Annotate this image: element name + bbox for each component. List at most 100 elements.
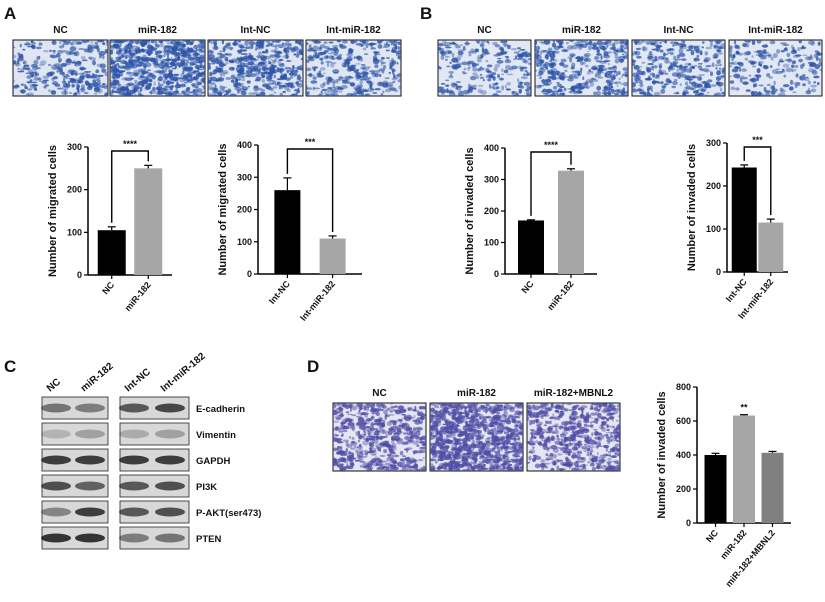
lane-label: Int-NC bbox=[123, 367, 153, 395]
y-tick-label: 200 bbox=[237, 205, 252, 215]
x-tick-label: NC bbox=[100, 279, 116, 296]
micrograph-b-0 bbox=[437, 39, 532, 97]
y-tick-label: 300 bbox=[237, 172, 252, 182]
panel-label-b: B bbox=[420, 4, 432, 23]
bar bbox=[558, 170, 584, 274]
y-tick-label: 0 bbox=[247, 269, 252, 279]
blot-band bbox=[75, 533, 105, 543]
blot-strip bbox=[41, 422, 109, 446]
x-tick-label: Int-NC bbox=[267, 278, 292, 305]
x-tick-label: Int-NC bbox=[724, 276, 749, 303]
micrograph-a-1 bbox=[109, 39, 206, 97]
blot-band bbox=[119, 429, 149, 439]
blot-band bbox=[41, 533, 71, 543]
panel-label-c: C bbox=[4, 357, 16, 376]
blot-band bbox=[75, 507, 105, 517]
blot-band bbox=[155, 481, 185, 491]
lane-label: NC bbox=[45, 377, 63, 395]
blot-band bbox=[41, 507, 71, 517]
y-tick-label: 300 bbox=[67, 142, 82, 152]
blot-band bbox=[155, 533, 185, 543]
y-tick-label: 600 bbox=[676, 416, 691, 426]
blot-band bbox=[155, 403, 185, 413]
blot-band bbox=[75, 403, 105, 413]
blot-band bbox=[75, 481, 105, 491]
image-header: Int-NC bbox=[241, 25, 271, 36]
blot-band bbox=[119, 403, 149, 413]
bar bbox=[319, 238, 346, 274]
y-tick-label: 0 bbox=[494, 269, 499, 279]
micrograph-b-3 bbox=[728, 39, 823, 97]
blot-strip bbox=[119, 422, 190, 446]
protein-label: E-cadherin bbox=[196, 404, 245, 415]
image-header: Int-miR-182 bbox=[326, 25, 381, 36]
significance-label: *** bbox=[752, 135, 763, 145]
bar bbox=[733, 415, 755, 523]
micrograph-a-2 bbox=[207, 39, 304, 97]
protein-label: PI3K bbox=[196, 482, 217, 493]
y-tick-label: 0 bbox=[77, 270, 82, 280]
y-tick-label: 200 bbox=[484, 206, 499, 216]
image-header: NC bbox=[372, 388, 386, 399]
y-axis-label: Number of migrated cells bbox=[47, 145, 59, 277]
chart-a1: 0 100 200 300 Number of migrated cells NC miR-… bbox=[47, 139, 172, 313]
image-header: Int-NC bbox=[664, 25, 694, 36]
bar bbox=[134, 168, 163, 275]
blot-band bbox=[119, 481, 149, 491]
micrograph-a-3 bbox=[305, 39, 402, 97]
x-tick-label: NC bbox=[704, 527, 720, 544]
y-tick-label: 400 bbox=[484, 143, 499, 153]
blot-band bbox=[119, 455, 149, 465]
blot-band bbox=[41, 481, 71, 491]
bar bbox=[518, 220, 544, 274]
blot-band bbox=[119, 533, 149, 543]
x-tick-label: miR-182 bbox=[545, 279, 575, 312]
blot-band bbox=[119, 507, 149, 517]
panel-label-d: D bbox=[307, 357, 319, 376]
blot-band bbox=[155, 429, 185, 439]
chart-b1: 0 100 200 300 400 Number of invaded cells NC mi… bbox=[464, 140, 597, 312]
x-tick-label: NC bbox=[520, 278, 536, 295]
y-tick-label: 200 bbox=[67, 185, 82, 195]
bar bbox=[704, 455, 727, 523]
blot-band bbox=[41, 455, 71, 465]
x-tick-label: miR-182 bbox=[718, 528, 748, 561]
blot-band bbox=[41, 403, 71, 413]
protein-label: GAPDH bbox=[196, 456, 230, 467]
blot-band bbox=[155, 507, 185, 517]
x-tick-label: Int-miR-182 bbox=[298, 279, 337, 323]
chart-d: 0 200 400 600 800 Number of invaded cells NCmi… bbox=[656, 382, 791, 589]
image-header: NC bbox=[477, 25, 491, 36]
y-tick-label: 0 bbox=[686, 518, 691, 528]
micrographs: NC miR-182 Int-NC Int-miR-182 NC miR-182 Int-N… bbox=[12, 25, 823, 472]
bar bbox=[97, 230, 126, 275]
significance-label: **** bbox=[544, 140, 559, 150]
significance-label: *** bbox=[305, 137, 316, 147]
bar bbox=[274, 190, 301, 274]
panel-label-a: A bbox=[4, 4, 16, 23]
significance-bracket bbox=[286, 148, 334, 232]
lane-label: Int-miR-182 bbox=[159, 351, 208, 395]
bar bbox=[731, 167, 757, 272]
y-axis-label: Number of invaded cells bbox=[464, 147, 476, 274]
significance-label: **** bbox=[123, 139, 138, 149]
significance-bracket bbox=[111, 150, 149, 223]
micrograph-b-1 bbox=[534, 39, 629, 97]
y-tick-label: 100 bbox=[67, 227, 82, 237]
protein-label: P-AKT(ser473) bbox=[196, 508, 261, 519]
y-tick-label: 300 bbox=[706, 138, 721, 148]
blot-band bbox=[75, 455, 105, 465]
protein-label: Vimentin bbox=[196, 430, 236, 441]
micrograph-d-1 bbox=[429, 402, 524, 472]
y-axis-label: Number of migrated cells bbox=[217, 143, 229, 275]
micrograph-a-0 bbox=[12, 39, 109, 97]
lane-label: miR-182 bbox=[79, 361, 116, 395]
bar bbox=[758, 222, 784, 272]
image-header: miR-182 bbox=[562, 25, 601, 36]
image-header: miR-182 bbox=[457, 388, 496, 399]
micrograph-d-2 bbox=[526, 402, 621, 472]
micrograph-b-2 bbox=[631, 39, 726, 97]
image-header: miR-182+MBNL2 bbox=[534, 388, 614, 399]
